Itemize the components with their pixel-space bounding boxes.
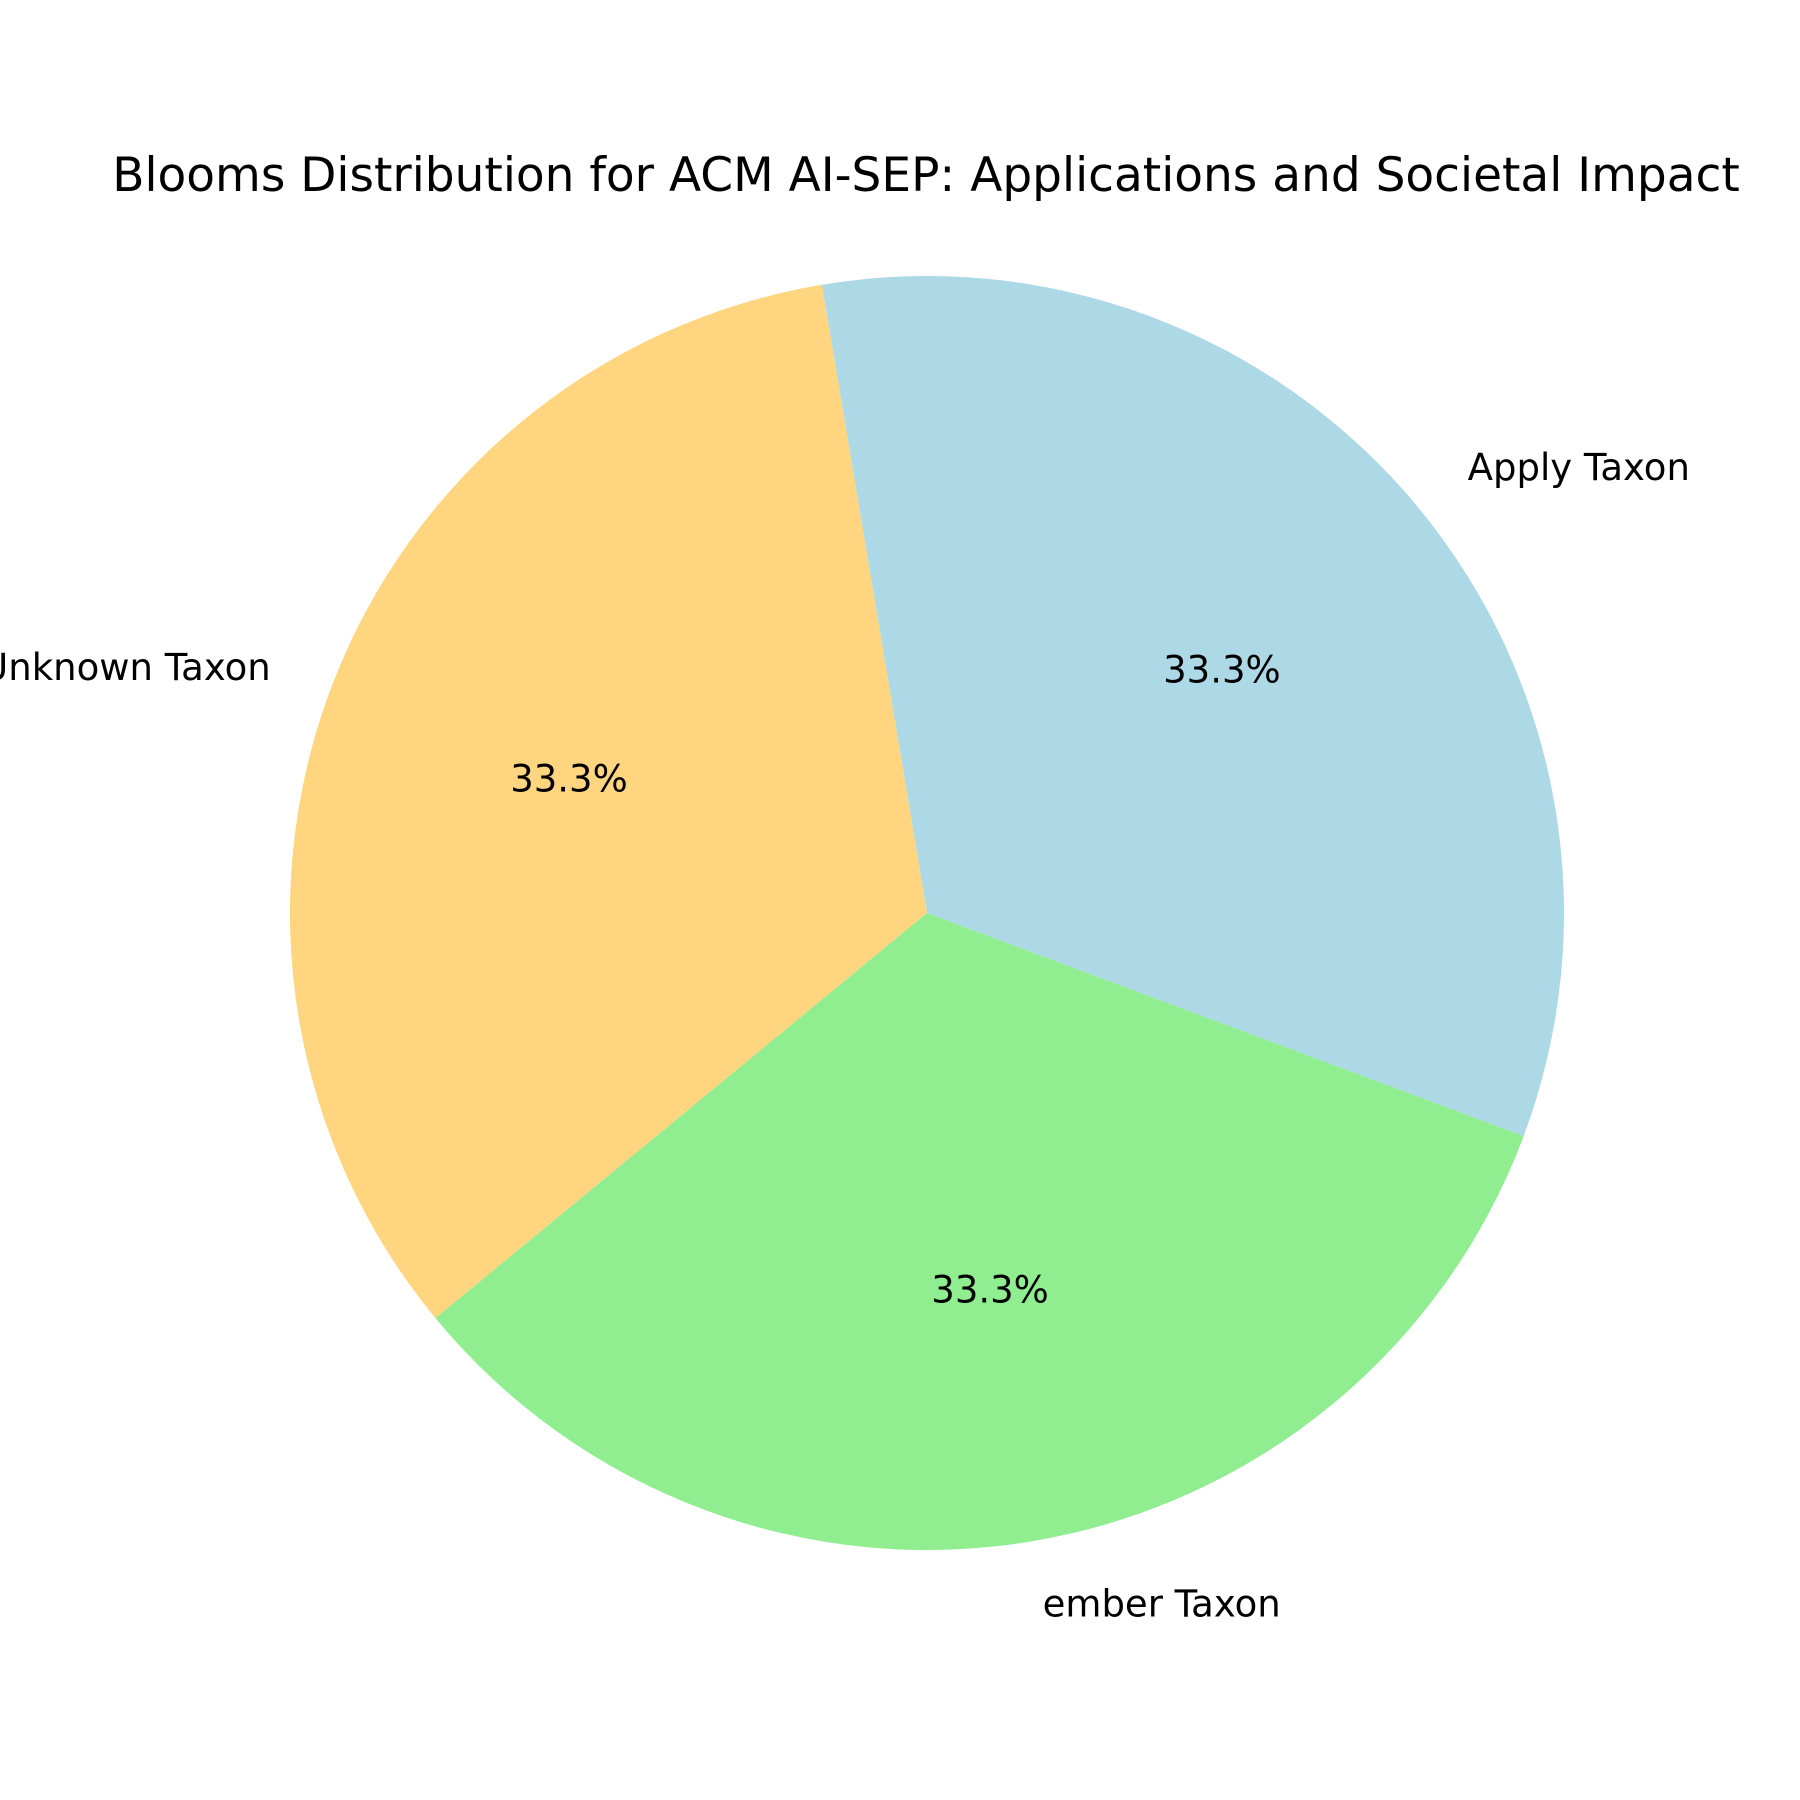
pie-category-label-0: Apply Taxon — [1468, 446, 1690, 489]
pie-category-label-1: Unknown Taxon — [0, 646, 271, 689]
pie-percent-label-1: 33.3% — [510, 758, 628, 801]
pie-percent-label-0: 33.3% — [1163, 648, 1281, 691]
pie-percent-label-2: 33.3% — [931, 1268, 1049, 1311]
pie-slices — [290, 276, 1564, 1550]
pie-slice-1 — [290, 284, 928, 1319]
pie-labels: 33.3% Apply Taxon 33.3% Unknown Taxon 33.3% e… — [0, 446, 1690, 1626]
pie-category-label-2: ember Taxon — [1043, 1583, 1281, 1626]
chart-title: Blooms Distribution for ACM AI-SEP: Appl… — [112, 148, 1740, 203]
pie-slice-0 — [821, 276, 1564, 1137]
pie-slice-2 — [435, 913, 1524, 1550]
